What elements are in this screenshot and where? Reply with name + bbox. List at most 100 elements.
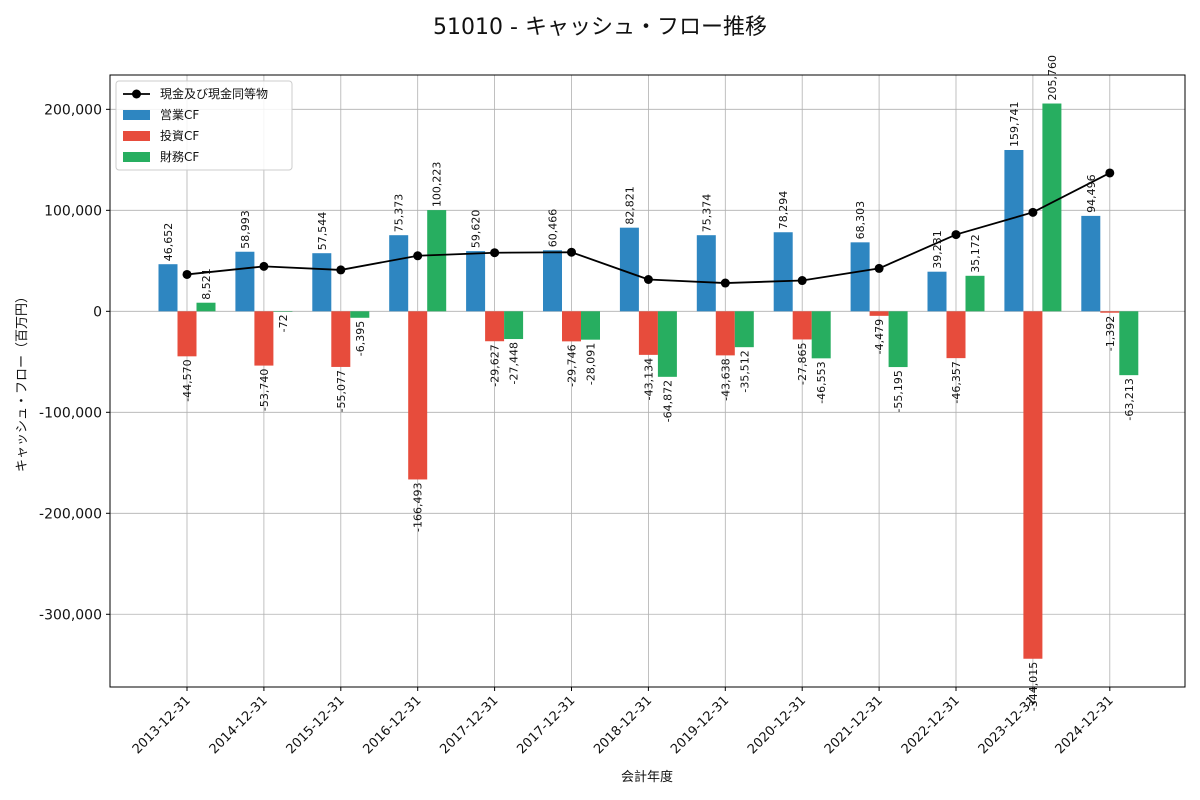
financing-cf-value-label: -63,213 [1123, 378, 1136, 420]
financing-cf-value-label: -35,512 [738, 350, 751, 392]
cash-line-point [643, 275, 653, 285]
operating-cf-value-label: 57,544 [316, 212, 329, 251]
financing-cf-value-label: 100,223 [431, 162, 444, 208]
investing-cf-bar [638, 311, 658, 355]
investing-cf-value-label: -344,015 [1027, 662, 1040, 711]
x-tick-label: 2022-12-31 [899, 693, 963, 757]
financing-cf-bar [196, 302, 216, 312]
investing-cf-value-label: -29,627 [489, 344, 502, 386]
legend-swatch-operating-cf [123, 110, 150, 120]
financing-cf-value-label: -55,195 [892, 370, 905, 412]
operating-cf-bar [850, 242, 870, 312]
x-tick-label: 2021-12-31 [822, 693, 886, 757]
x-tick-label: 2019-12-31 [668, 693, 732, 757]
operating-cf-value-label: 75,374 [700, 194, 713, 233]
investing-cf-bar [331, 311, 351, 367]
investing-cf-value-label: -43,134 [642, 358, 655, 400]
operating-cf-value-label: 60,466 [547, 209, 560, 248]
y-tick-label: 200,000 [44, 102, 102, 118]
financing-cf-bar [811, 311, 831, 359]
operating-cf-value-label: 75,373 [393, 194, 406, 233]
x-tick-label: 2016-12-31 [360, 693, 424, 757]
cash-line-point [567, 247, 576, 257]
operating-cf-value-label: 159,741 [1008, 101, 1021, 147]
investing-cf-value-label: -1,392 [1104, 316, 1117, 351]
operating-cf-value-label: 46,652 [162, 223, 175, 262]
cash-line-point [413, 251, 423, 261]
operating-cf-bar [312, 253, 332, 312]
cash-line-point [182, 269, 192, 279]
investing-cf-bar [485, 311, 505, 342]
cash-line [182, 168, 1115, 288]
y-tick-label: 0 [93, 304, 102, 320]
x-axis-label: 会計年度 [621, 769, 673, 785]
investing-cf-value-label: -29,746 [566, 344, 579, 386]
cash-line-point [1105, 168, 1115, 178]
bar-labels: 46,652 58,993 57,544 75,373 59,620 60,466 82,8… [162, 55, 1136, 711]
financing-cf-value-label: -6,395 [354, 321, 367, 356]
operating-cf-bar [927, 271, 947, 312]
operating-cf-bar [158, 264, 178, 312]
bars [158, 103, 1139, 659]
x-tick-label: 2018-12-31 [591, 693, 655, 757]
financing-cf-value-label: 205,760 [1046, 55, 1059, 101]
operating-cf-bar [235, 251, 255, 312]
operating-cf-bar [773, 232, 793, 312]
y-tick-label: -200,000 [39, 506, 102, 522]
x-tick-label: 2013-12-31 [130, 693, 194, 757]
operating-cf-bar [389, 235, 409, 312]
y-axis-label: キャッシュ・フロー（百万円） [15, 290, 30, 472]
investing-cf-value-label: -46,357 [950, 361, 963, 403]
legend-line-marker [132, 89, 141, 99]
operating-cf-value-label: 78,294 [777, 191, 790, 230]
financing-cf-bar [273, 311, 293, 312]
financing-cf-bar [1042, 103, 1062, 312]
financing-cf-bar [427, 210, 447, 312]
investing-cf-value-label: -27,865 [796, 342, 809, 384]
operating-cf-value-label: 94,496 [1085, 174, 1098, 213]
investing-cf-bar [254, 311, 274, 366]
x-tick-label: 2023-12-31 [976, 693, 1040, 757]
investing-cf-value-label: -4,479 [873, 319, 886, 354]
financing-cf-bar [581, 311, 600, 340]
x-tick-label: 2020-12-31 [745, 693, 809, 757]
legend-text-investing-cf: 投資CF [160, 128, 199, 143]
x-tick-label: 2014-12-31 [207, 693, 271, 757]
operating-cf-value-label: 68,303 [854, 201, 867, 240]
operating-cf-value-label: 59,620 [470, 210, 483, 248]
x-tick-label: 2017-12-31 [437, 693, 501, 757]
financing-cf-bar [965, 275, 985, 312]
financing-cf-value-label: 8,521 [200, 268, 213, 300]
cash-line-point [1028, 207, 1038, 217]
operating-cf-bar [543, 250, 562, 312]
investing-cf-value-label: -53,740 [258, 369, 271, 411]
plot-frame [109, 74, 1186, 688]
cash-line-point [259, 261, 269, 271]
cash-line-point [490, 248, 500, 258]
financing-cf-bar [888, 311, 908, 368]
x-axis-ticks: 2013-12-31 2014-12-31 2015-12-31 2016-12-31… [130, 687, 1117, 757]
y-tick-label: -100,000 [39, 405, 102, 421]
legend-box [115, 80, 293, 171]
investing-cf-bar [946, 311, 966, 359]
investing-cf-value-label: -43,638 [719, 358, 732, 400]
investing-cf-bar [177, 311, 197, 357]
financing-cf-bar [504, 311, 524, 340]
cash-line-point [720, 278, 730, 288]
legend-text-operating-cf: 営業CF [160, 108, 199, 122]
financing-cf-value-label: 35,172 [969, 234, 982, 273]
operating-cf-bar [1081, 215, 1101, 312]
investing-cf-bar [1023, 311, 1043, 659]
cash-line-point [951, 230, 961, 240]
operating-cf-bar [1004, 149, 1024, 312]
operating-cf-bar [466, 251, 486, 312]
y-tick-label: 100,000 [44, 203, 102, 219]
investing-cf-bar [1100, 311, 1120, 313]
financing-cf-value-label: -46,553 [815, 361, 828, 403]
legend-swatch-financing-cf [123, 152, 150, 162]
financing-cf-value-label: -64,872 [661, 380, 674, 422]
financing-cf-value-label: -28,091 [585, 343, 598, 385]
financing-cf-bar [657, 311, 677, 377]
